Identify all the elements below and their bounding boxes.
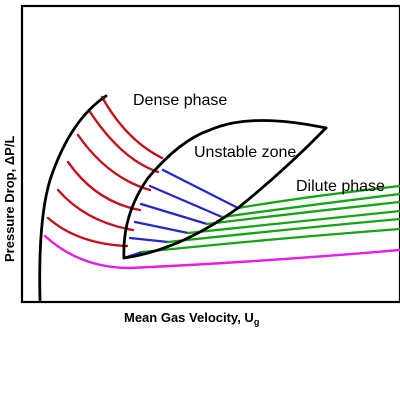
dilute-curve-3 bbox=[205, 200, 400, 226]
dilute-curve-4 bbox=[186, 209, 400, 235]
dense-curve-1 bbox=[88, 110, 160, 174]
dilute-curve-2 bbox=[220, 192, 400, 219]
unstable-line-4 bbox=[133, 220, 190, 235]
dense-boundary-curve bbox=[38, 94, 108, 302]
unstable-zone-curves bbox=[122, 168, 240, 260]
y-axis-title: Pressure Drop, ΔP/L bbox=[2, 136, 17, 262]
x-axis-title-main: Mean Gas Velocity, U bbox=[124, 310, 254, 325]
x-axis-title: Mean Gas Velocity, Ug bbox=[124, 310, 259, 327]
dilute-phase-curves bbox=[140, 184, 400, 254]
empty-tube-curve bbox=[43, 234, 400, 270]
unstable-line-5 bbox=[128, 236, 170, 244]
dilute-curve-5 bbox=[166, 217, 400, 244]
dilute-curve-6 bbox=[140, 227, 400, 254]
dense-curve-4 bbox=[56, 188, 135, 232]
unstable-left-boundary-curve bbox=[122, 119, 328, 260]
phase-boundary-curves bbox=[38, 94, 328, 302]
dense-curve-3 bbox=[66, 160, 142, 212]
dilute-phase-label: Dilute phase bbox=[296, 178, 385, 195]
plot-frame bbox=[20, 4, 400, 304]
unstable-line-3 bbox=[139, 202, 209, 226]
dilute-curve-1 bbox=[236, 184, 400, 210]
dense-phase-curves bbox=[46, 95, 164, 248]
unstable-zone-label: Unstable zone bbox=[194, 144, 296, 161]
dense-curve-6 bbox=[100, 95, 164, 160]
x-axis-title-subscript: g bbox=[254, 317, 260, 327]
dense-curve-5 bbox=[46, 216, 129, 248]
unstable-line-1 bbox=[161, 168, 240, 210]
empty-tube-line bbox=[43, 234, 400, 270]
unstable-right-boundary-curve bbox=[122, 126, 328, 260]
unstable-line-2 bbox=[148, 184, 224, 219]
dense-phase-label: Dense phase bbox=[133, 92, 227, 109]
